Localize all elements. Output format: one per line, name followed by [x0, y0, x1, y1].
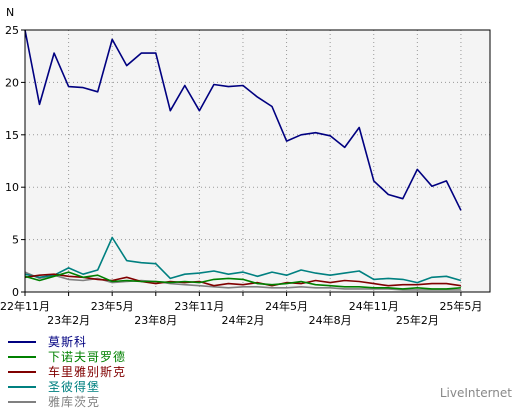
- legend-label: 车里雅别斯克: [48, 365, 127, 379]
- series-line: [24, 29, 462, 211]
- grid-lines: [24, 30, 490, 292]
- legend-swatch: [8, 340, 36, 343]
- y-tick-label: 25: [5, 24, 19, 37]
- legend-item: 下诺夫哥罗德: [8, 349, 126, 364]
- legend: 莫斯科 下诺夫哥罗德 车里雅别斯克 圣彼得堡 雅库茨克: [8, 334, 126, 409]
- y-tick-label: 5: [12, 234, 19, 247]
- legend-item: 圣彼得堡: [8, 379, 126, 394]
- legend-swatch: [8, 355, 36, 358]
- legend-swatch: [8, 400, 36, 403]
- series-line: [24, 273, 462, 287]
- y-axis-ticks: 0 5 10 15 20 25: [5, 24, 25, 299]
- x-tick-label: 24年8月: [309, 313, 352, 327]
- y-axis-label: N: [6, 6, 14, 19]
- legend-item: 雅库茨克: [8, 394, 126, 409]
- plot-frame: [24, 29, 491, 293]
- y-tick-label: 20: [5, 76, 19, 89]
- legend-swatch: [8, 370, 36, 373]
- x-tick-label: 22年11月: [0, 299, 50, 313]
- y-tick-label: 10: [5, 181, 19, 194]
- x-tick-label: 23年11月: [174, 299, 224, 313]
- x-tick-label: 24年5月: [265, 299, 308, 313]
- y-tick-label: 0: [12, 286, 19, 299]
- legend-swatch: [8, 385, 36, 388]
- x-tick-label: 25年2月: [396, 313, 439, 327]
- x-tick-label: 24年11月: [349, 299, 399, 313]
- legend-label: 下诺夫哥罗德: [48, 350, 127, 364]
- x-tick-label: 23年8月: [134, 313, 177, 327]
- legend-label: 莫斯科: [48, 335, 88, 349]
- x-tick-label: 25年5月: [439, 299, 482, 313]
- series-line: [24, 236, 462, 284]
- x-axis-ticks: 22年11月 23年5月 23年11月 24年5月 24年11月 25年5月 23年2月 23…: [0, 292, 482, 327]
- series-layer: [24, 29, 462, 291]
- y-tick-label: 15: [5, 129, 19, 142]
- x-tick-label: 23年2月: [47, 313, 90, 327]
- legend-label: 雅库茨克: [48, 395, 101, 409]
- legend-item: 车里雅别斯克: [8, 364, 126, 379]
- brand-label: LiveInternet: [439, 386, 512, 400]
- x-tick-label: 24年2月: [221, 313, 264, 327]
- x-tick-label: 23年5月: [91, 299, 134, 313]
- series-line: [24, 271, 461, 291]
- legend-label: 圣彼得堡: [48, 380, 101, 394]
- plot-area: [25, 30, 490, 292]
- legend-item: 莫斯科: [8, 334, 126, 349]
- series-line: [24, 271, 461, 290]
